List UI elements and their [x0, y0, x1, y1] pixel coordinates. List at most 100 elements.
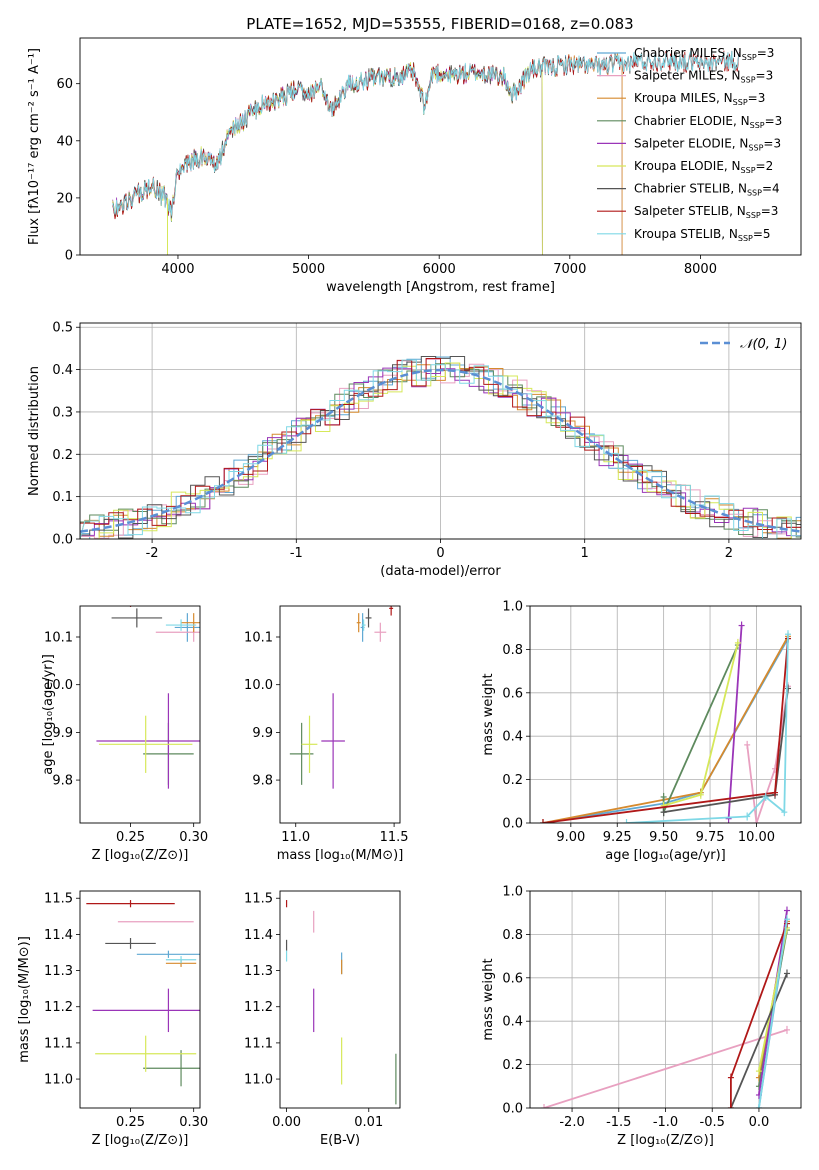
- y-tick-label: 10.0: [44, 678, 73, 693]
- legend-value: =5: [753, 227, 771, 241]
- x-tick-label: 0.01: [354, 1115, 383, 1130]
- y-tick-label: 0.4: [502, 1015, 523, 1030]
- y-tick-label: 11.0: [244, 1073, 273, 1088]
- axes-frame: [279, 605, 401, 824]
- y-tick-label: 0.3: [52, 405, 73, 420]
- y-axis-label: age [log₁₀(age/yr)]: [41, 654, 56, 775]
- spectrum-line: [112, 61, 543, 255]
- axes-frame: [279, 890, 401, 1109]
- legend-entry: Salpeter MILES, NSSP=3: [634, 69, 773, 85]
- x-tick-label: -2: [146, 546, 159, 561]
- y-tick-label: 0.6: [502, 971, 523, 986]
- spectrum-line: [112, 60, 543, 255]
- x-tick-label: 10.00: [738, 830, 775, 845]
- x-axis-label: E(B-V): [320, 1133, 360, 1148]
- errorbar-point: [111, 608, 163, 628]
- y-tick-label: 11.5: [44, 892, 73, 907]
- axes-frame: [529, 890, 802, 1109]
- y-tick-label: 0.2: [52, 448, 73, 463]
- y-tick-label: 0.0: [502, 1102, 523, 1117]
- errorbar-point: [165, 619, 197, 631]
- y-tick-label: 11.4: [44, 928, 73, 943]
- axes-frame: [79, 322, 802, 540]
- x-tick-label: 1: [581, 546, 589, 561]
- y-tick-label: 0.5: [52, 321, 73, 336]
- errorbar-point: [356, 613, 361, 633]
- legend-entry: Chabrier ELODIE, NSSP=3: [634, 114, 782, 130]
- y-axis-label: Flux [fλ10⁻¹⁷ erg cm⁻² s⁻¹ A⁻¹]: [27, 48, 42, 245]
- x-axis-label: Z [log₁₀(Z/Z⊙)]: [92, 1133, 189, 1148]
- y-tick-label: 10.1: [44, 631, 73, 646]
- errorbar-point: [321, 693, 345, 789]
- mass-weight-line: [758, 919, 788, 1108]
- y-tick-label: 40: [56, 134, 73, 149]
- plot-area: [541, 906, 790, 1108]
- x-axis-label: (data-model)/error: [380, 564, 501, 579]
- errorbar-point: [361, 619, 366, 631]
- x-tick-label: 11.5: [380, 830, 409, 845]
- y-tick-label: 11.1: [44, 1036, 73, 1051]
- legend-entry: Salpeter STELIB, NSSP=3: [634, 204, 778, 220]
- spectrum-line: [112, 50, 740, 216]
- legend-subscript: SSP: [748, 143, 763, 152]
- legend-subscript: SSP: [747, 189, 762, 198]
- mass-weight-line: [730, 973, 788, 1108]
- y-tick-label: 0.0: [502, 817, 523, 832]
- legend-value: =3: [763, 136, 781, 150]
- x-tick-label: 6000: [423, 262, 456, 277]
- errorbar-point: [98, 715, 193, 773]
- x-axis-label: Z [log₁₀(Z/Z⊙)]: [617, 1133, 714, 1148]
- legend-value: =3: [756, 69, 774, 83]
- x-axis-label: age [log₁₀(age/yr)]: [605, 848, 726, 863]
- x-tick-label: 0.30: [179, 1115, 208, 1130]
- weight-z-axes: -2.0 -1.5 -1.0 -0.5 0.0 0.0 0.2 0.4 0.6 0.8 1.0 Z […: [481, 885, 802, 1148]
- y-tick-label: 11.4: [244, 928, 273, 943]
- legend-entry: Salpeter ELODIE, NSSP=3: [634, 136, 781, 152]
- errorbar-point: [92, 988, 200, 1033]
- x-tick-label: 0.0: [749, 1115, 770, 1130]
- x-tick-label: 9.50: [649, 830, 678, 845]
- x-tick-label: 0.30: [179, 830, 208, 845]
- y-tick-label: 0: [65, 249, 73, 264]
- y-tick-label: 9.8: [52, 774, 73, 789]
- legend-entry: 𝒩(0, 1): [740, 337, 787, 352]
- y-tick-label: 0.2: [502, 773, 523, 788]
- y-tick-label: 20: [56, 191, 73, 206]
- legend-value: =4: [762, 182, 780, 196]
- x-tick-label: -1.0: [653, 1115, 678, 1130]
- y-tick-label: 1.0: [502, 885, 523, 900]
- y-tick-label: 9.8: [252, 774, 273, 789]
- y-tick-label: 11.3: [244, 964, 273, 979]
- mass-weight-line: [542, 638, 789, 823]
- plot-area: [80, 356, 801, 539]
- y-tick-label: 10.1: [244, 631, 273, 646]
- legend-value: =3: [761, 204, 779, 218]
- x-tick-label: -1.5: [606, 1115, 631, 1130]
- spectrum-axes: 4000 5000 6000 7000 8000 0 20 40 60 wavelength [A…: [27, 37, 802, 295]
- errorbar-point: [86, 900, 175, 908]
- y-tick-label: 11.3: [44, 964, 73, 979]
- y-tick-label: 11.2: [44, 1000, 73, 1015]
- gaussian-curve: [80, 368, 801, 533]
- x-tick-label: 2: [725, 546, 733, 561]
- legend-value: =2: [756, 159, 774, 173]
- plot-area: [539, 621, 792, 823]
- legend-entry: Chabrier STELIB, NSSP=4: [634, 182, 780, 198]
- legend-value: =3: [748, 91, 766, 105]
- y-tick-label: 11.1: [244, 1036, 273, 1051]
- errorbar-point: [105, 938, 156, 949]
- histogram-step: [80, 359, 801, 539]
- legend: Chabrier MILES, NSSP=3 Salpeter MILES, NS…: [597, 46, 782, 243]
- legend-entry: Kroupa MILES, NSSP=3: [634, 91, 765, 107]
- y-axis-label: mass weight: [481, 673, 496, 755]
- mass-z-axes: 0.25 0.30 11.0 11.1 11.2 11.3 11.4 11.5 Z [log₁₀…: [17, 890, 208, 1148]
- legend-subscript: SSP: [750, 121, 765, 130]
- x-tick-label: 8000: [684, 262, 717, 277]
- x-tick-label: 11.0: [281, 830, 310, 845]
- legend-subscript: SSP: [742, 53, 757, 62]
- errorbar-point: [165, 956, 197, 964]
- y-tick-label: 0.8: [502, 643, 523, 658]
- errorbar-point: [136, 950, 200, 958]
- y-axis-label: mass weight: [481, 958, 496, 1040]
